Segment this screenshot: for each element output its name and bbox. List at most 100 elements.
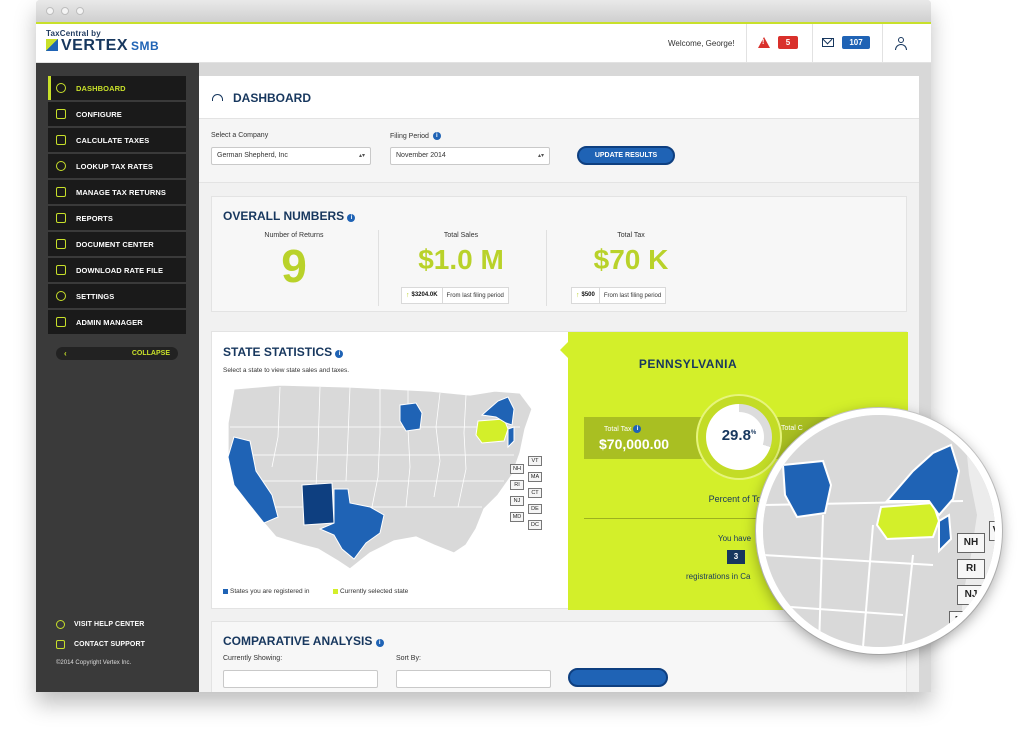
state-box-de[interactable]: DE — [528, 504, 542, 514]
arrow-up-icon: ↑ — [576, 292, 580, 299]
legend-swatch — [333, 589, 338, 594]
sidebar-item-admin-manager[interactable]: ADMIN MANAGER — [48, 310, 186, 334]
update-analysis-button[interactable] — [568, 668, 668, 687]
state-california[interactable] — [227, 436, 279, 524]
state-box-ct[interactable]: CT — [528, 488, 542, 498]
help-center-link[interactable]: VISIT HELP CENTER — [56, 620, 144, 629]
state-new-mexico[interactable] — [301, 482, 335, 526]
magnified-new-jersey — [938, 513, 953, 554]
overall-numbers-panel: OVERALL NUMBERS i Number of Returns 9 To… — [211, 196, 907, 312]
window-maximize-button[interactable] — [76, 7, 84, 15]
sales-delta-text: From last filing period — [446, 292, 504, 299]
browser-window: TaxCentral by VERTEX SMB Welcome, George!… — [36, 0, 931, 692]
info-icon[interactable]: i — [347, 214, 356, 222]
page-title: DASHBOARD — [233, 91, 311, 105]
sidebar-item-configure[interactable]: CONFIGURE — [48, 102, 186, 126]
user-icon[interactable] — [895, 37, 907, 50]
logo-tagline: TaxCentral by — [46, 29, 101, 38]
info-icon[interactable]: i — [335, 350, 344, 358]
sliders-icon — [56, 109, 66, 119]
legend-selected-label: Currently selected state — [340, 588, 409, 595]
chevron-left-icon: ‹ — [64, 349, 67, 358]
magnified-box-m: M — [949, 611, 969, 631]
returns-value: 9 — [281, 240, 307, 292]
filing-period-label: Filing Period — [390, 133, 429, 140]
state-texas[interactable] — [318, 488, 385, 560]
filing-period-select[interactable]: November 2014 ▴▾ — [390, 147, 550, 165]
sort-by-select[interactable] — [396, 670, 551, 688]
filter-bar: Select a Company German Shepherd, Inc ▴▾ … — [199, 119, 919, 183]
state-box-dc[interactable]: DC — [528, 520, 542, 530]
alerts-count-badge: 5 — [778, 36, 798, 49]
magnified-box-v: V — [989, 521, 995, 541]
sort-by-label: Sort By: — [396, 655, 421, 662]
sidebar-item-document-center[interactable]: DOCUMENT CENTER — [48, 232, 186, 256]
collapse-button[interactable]: ‹ COLLAPSE — [56, 347, 178, 360]
messages-count-badge: 107 — [842, 36, 870, 49]
state-statistics-subtitle: Select a state to view state sales and t… — [223, 367, 350, 374]
state-box-vt[interactable]: VT — [528, 456, 542, 466]
gear-icon — [56, 291, 66, 301]
state-total-tax-label: Total Tax — [604, 426, 632, 433]
magnified-box-nh: NH — [957, 533, 985, 553]
magnified-pennsylvania — [875, 501, 941, 541]
currently-showing-select[interactable] — [223, 670, 378, 688]
contact-support-link[interactable]: CONTACT SUPPORT — [56, 640, 145, 649]
sidebar: DASHBOARD CONFIGURE CALCULATE TAXES LOOK… — [36, 63, 199, 692]
percent-label: Percent of Total V — [708, 494, 780, 504]
logo-suffix: SMB — [131, 39, 160, 53]
state-total-collected-label: Total C — [781, 425, 803, 432]
magnified-box-ri: RI — [957, 559, 985, 579]
tax-delta-text: From last filing period — [603, 292, 662, 299]
state-new-york[interactable] — [480, 396, 515, 426]
tax-delta-value: $500 — [582, 287, 600, 304]
us-map[interactable] — [220, 377, 565, 582]
window-title-bar — [36, 0, 931, 22]
state-total-tax-value: $70,000.00 — [599, 436, 670, 452]
filing-period-value: November 2014 — [396, 152, 446, 159]
percent-sign: % — [750, 430, 757, 436]
magnified-box-nj: NJ — [957, 585, 985, 605]
sidebar-item-download-rate-file[interactable]: DOWNLOAD RATE FILE — [48, 258, 186, 282]
envelope-icon — [822, 38, 834, 47]
sidebar-item-calculate-taxes[interactable]: CALCULATE TAXES — [48, 128, 186, 152]
main-content: DASHBOARD Select a Company German Shephe… — [199, 76, 919, 692]
app-logo[interactable]: TaxCentral by VERTEX SMB — [46, 29, 159, 55]
sales-delta: ↑ $3204.0K From last filing period — [401, 287, 509, 304]
welcome-message: Welcome, George! — [668, 39, 735, 48]
info-icon[interactable]: i — [432, 132, 441, 140]
state-box-ri[interactable]: RI — [510, 480, 524, 490]
info-icon[interactable]: i — [375, 639, 384, 647]
update-results-button[interactable]: UPDATE RESULTS — [577, 146, 675, 165]
state-box-nh[interactable]: NH — [510, 464, 524, 474]
window-close-button[interactable] — [46, 7, 54, 15]
state-new-jersey[interactable] — [507, 426, 515, 449]
currently-showing-label: Currently Showing: — [223, 655, 283, 662]
state-box-ma[interactable]: MA — [528, 472, 542, 482]
sidebar-item-reports[interactable]: REPORTS — [48, 206, 186, 230]
comparative-analysis-panel: COMPARATIVE ANALYSIS i Currently Showing… — [211, 621, 907, 692]
select-arrow-icon: ▴▾ — [537, 153, 544, 159]
percent-number: 29.8 — [721, 427, 751, 444]
company-select[interactable]: German Shepherd, Inc ▴▾ — [211, 147, 371, 165]
registrations-text: registrations in Ca — [686, 572, 751, 581]
selected-state-name: PENNSYLVANIA — [638, 357, 738, 371]
sidebar-item-dashboard[interactable]: DASHBOARD — [48, 76, 186, 100]
state-wisconsin[interactable] — [399, 402, 423, 432]
panel-divider — [584, 518, 824, 519]
header-divider — [812, 24, 813, 63]
state-pennsylvania[interactable] — [475, 418, 509, 444]
sidebar-item-settings[interactable]: SETTINGS — [48, 284, 186, 308]
header-divider — [882, 24, 883, 63]
window-minimize-button[interactable] — [61, 7, 69, 15]
company-select-value: German Shepherd, Inc — [217, 152, 288, 159]
info-icon[interactable]: i — [633, 425, 642, 433]
magnified-new-york — [884, 443, 961, 517]
copyright-text: ©2014 Copyright Vertex Inc. — [56, 660, 132, 666]
sidebar-item-manage-tax-returns[interactable]: MANAGE TAX RETURNS — [48, 180, 186, 204]
map-magnifier: NH RI NJ V M — [756, 408, 1002, 654]
state-box-md[interactable]: MD — [510, 512, 524, 522]
header-divider — [746, 24, 747, 63]
sidebar-item-lookup-tax-rates[interactable]: LOOKUP TAX RATES — [48, 154, 186, 178]
state-box-nj[interactable]: NJ — [510, 496, 524, 506]
